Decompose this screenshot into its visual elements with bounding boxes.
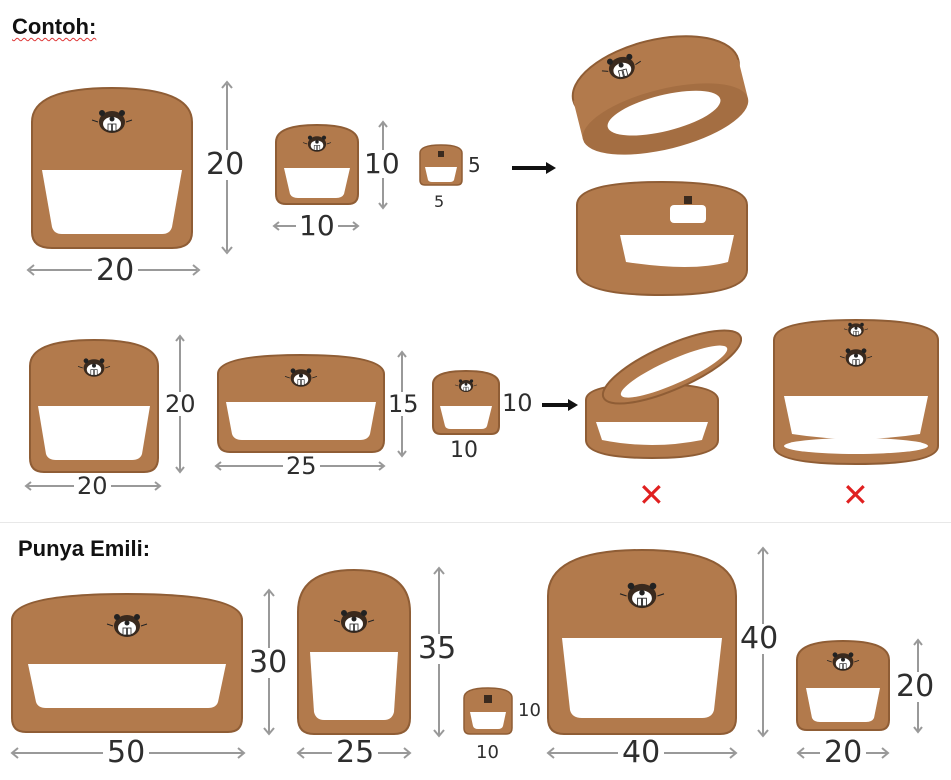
- width-label: 20: [820, 738, 867, 768]
- ring-20x20: [29, 338, 159, 473]
- height-label: 10: [364, 147, 400, 180]
- failed-stack-1: [585, 329, 742, 460]
- height-label: 5: [468, 153, 481, 177]
- example-heading: Contoh:: [12, 14, 97, 39]
- width-label: 10: [476, 742, 499, 763]
- height-label: 35: [418, 631, 457, 666]
- emili-heading: Punya Emili:: [18, 536, 151, 561]
- ring-20x20: [31, 86, 193, 249]
- stacked-rings-result: [571, 35, 749, 297]
- height-label: 20: [896, 669, 935, 704]
- ring-20x20: [796, 639, 890, 731]
- ring-5x5: [419, 144, 463, 186]
- height-label: 15: [388, 390, 419, 418]
- fail-mark: ✕: [638, 476, 665, 514]
- result-arrow: [542, 399, 578, 411]
- ring-50x30: [11, 592, 243, 733]
- height-label: 30: [249, 645, 288, 680]
- fail-mark: ✕: [842, 476, 869, 514]
- failed-stack-2: [773, 318, 939, 466]
- height-label: 10: [518, 700, 541, 721]
- section-divider: [0, 522, 951, 523]
- width-label: 10: [296, 212, 338, 240]
- width-label: 20: [92, 256, 139, 286]
- height-label: 20: [206, 147, 245, 182]
- width-label: 20: [74, 474, 111, 498]
- ring-25x35: [297, 568, 411, 735]
- width-label: 50: [103, 738, 150, 768]
- height-label: 40: [740, 621, 779, 656]
- width-label: 25: [283, 454, 320, 478]
- width-label: 10: [450, 438, 478, 463]
- width-label: 25: [332, 738, 379, 768]
- ring-10x10: [275, 123, 359, 205]
- height-label: 20: [165, 390, 196, 418]
- width-label: 40: [618, 738, 665, 768]
- result-arrow: [512, 162, 556, 174]
- height-label: 10: [502, 389, 533, 417]
- ring-10x10: [432, 369, 500, 435]
- ring-25x15: [217, 353, 385, 453]
- width-label: 5: [434, 192, 445, 211]
- ring-40x40: [547, 548, 737, 735]
- ring-10x10: [463, 687, 513, 735]
